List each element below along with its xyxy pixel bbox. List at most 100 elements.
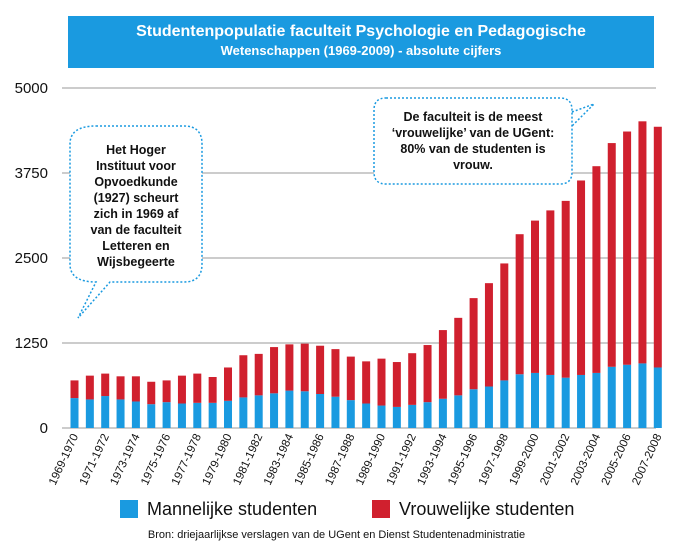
bar-female xyxy=(515,234,524,375)
x-tick-label: 1985-1986 xyxy=(293,432,327,487)
bar-female xyxy=(177,375,186,404)
bar-male xyxy=(454,395,463,428)
x-tick-label: 2005-2006 xyxy=(600,432,634,487)
bar-male xyxy=(531,372,539,428)
bar-male xyxy=(101,396,110,428)
bar-female xyxy=(208,377,217,403)
bar-female xyxy=(101,373,110,397)
x-tick-label: 1999-2000 xyxy=(508,432,542,487)
callout-left-line: zich in 1969 af xyxy=(93,207,179,221)
bar-male xyxy=(85,399,94,428)
bar-male xyxy=(546,374,555,428)
callout-bubbles xyxy=(69,97,595,319)
callout-left-line: van de faculteit xyxy=(90,223,182,237)
x-tick-label: 1975-1976 xyxy=(139,432,173,487)
legend-label-female: Vrouwelijke studenten xyxy=(399,498,575,519)
bar-female xyxy=(193,373,202,403)
bar-female xyxy=(224,367,232,401)
x-axis-ticks: 1969-19701971-19721973-19741975-19761977… xyxy=(47,432,664,487)
chart-plot: 0 1250 2500 3750 5000 1969-19701971-19721973… xyxy=(15,80,665,487)
bar-female xyxy=(500,263,509,381)
legend-label-male: Mannelijke studenten xyxy=(147,498,318,519)
bar-female xyxy=(577,180,586,375)
bar-female xyxy=(116,376,125,400)
bar-male xyxy=(300,391,309,428)
bar-female xyxy=(70,380,79,399)
bar-male xyxy=(377,405,386,428)
bar-male xyxy=(346,400,355,428)
bar-female xyxy=(546,210,555,375)
bar-female xyxy=(316,345,325,394)
bar-male xyxy=(638,363,647,428)
bar-male xyxy=(193,402,202,428)
x-tick-label: 1995-1996 xyxy=(446,432,480,487)
bar-female xyxy=(561,200,570,378)
callout-right-text: De faculteit is de meest ‘vrouwelijke’ v… xyxy=(376,109,570,173)
chart-subtitle: Wetenschappen (1969-2009) - absolute cij… xyxy=(220,43,502,58)
bar-female xyxy=(331,349,340,397)
bar-female xyxy=(607,143,616,367)
callout-right-line: 80% van de studenten is xyxy=(400,142,546,156)
y-tick-label: 2500 xyxy=(15,250,48,267)
bar-male xyxy=(561,377,570,428)
x-tick-label: 1983-1984 xyxy=(262,432,296,487)
bar-female xyxy=(623,131,632,365)
legend-swatch-female xyxy=(372,500,390,518)
callout-left-line: Opvoedkunde xyxy=(94,175,178,189)
y-tick-label: 5000 xyxy=(15,80,48,97)
bar-male xyxy=(147,404,156,428)
bar-female xyxy=(377,358,386,406)
callout-left-line: Instituut voor xyxy=(96,159,176,173)
bar-male xyxy=(224,400,232,428)
bar-male xyxy=(438,398,447,428)
bar-male xyxy=(423,402,432,428)
bar-male xyxy=(362,403,371,428)
bar-male xyxy=(177,403,186,428)
bar-male xyxy=(131,401,140,428)
x-tick-label: 2007-2008 xyxy=(630,432,664,487)
bar-male xyxy=(484,386,493,428)
legend-swatch-male xyxy=(120,500,138,518)
y-axis-ticks: 0 1250 2500 3750 5000 xyxy=(15,80,48,437)
bar-male xyxy=(515,374,524,428)
bar-female xyxy=(300,343,309,392)
bar-female xyxy=(362,361,371,404)
bar-female xyxy=(239,355,248,398)
chart-title-banner: Studentenpopulatie faculteit Psychologie… xyxy=(68,16,654,68)
x-tick-label: 1989-1990 xyxy=(354,432,388,487)
bar-male xyxy=(331,396,340,428)
bar-female xyxy=(131,376,140,402)
x-tick-label: 1991-1992 xyxy=(385,432,419,487)
bars xyxy=(70,121,662,428)
bar-female xyxy=(469,298,478,390)
bar-male xyxy=(392,406,401,428)
callout-left-line: (1927) scheurt xyxy=(93,191,179,205)
callout-right-bubble xyxy=(373,97,595,185)
callout-left-line: Letteren en xyxy=(102,239,170,253)
bar-male xyxy=(162,402,171,428)
y-tick-label: 3750 xyxy=(15,165,48,182)
bar-female xyxy=(85,375,94,400)
callout-left-line: Het Hoger xyxy=(106,143,166,157)
bar-female xyxy=(484,283,493,387)
bar-female xyxy=(454,317,463,396)
bar-female xyxy=(592,166,601,373)
y-tick-label: 0 xyxy=(40,420,48,437)
bar-female xyxy=(638,121,647,364)
bar-female xyxy=(162,380,171,403)
callout-right-line: ‘vrouwelijke’ van de UGent: xyxy=(391,126,555,140)
x-tick-label: 1979-1980 xyxy=(201,432,235,487)
x-tick-label: 2003-2004 xyxy=(569,432,603,487)
bar-female xyxy=(346,356,355,401)
callout-left-line: Wijsbegeerte xyxy=(97,255,175,269)
bar-male xyxy=(607,366,616,428)
bar-female xyxy=(285,344,294,391)
bar-male xyxy=(285,390,294,428)
bar-male xyxy=(116,399,125,428)
callout-right-line: De faculteit is de meest xyxy=(403,110,543,124)
chart-title: Studentenpopulatie faculteit Psychologie… xyxy=(136,23,586,40)
bar-female xyxy=(531,220,539,373)
bar-female xyxy=(392,362,401,407)
y-tick-label: 1250 xyxy=(15,335,48,352)
bar-female xyxy=(270,347,279,394)
